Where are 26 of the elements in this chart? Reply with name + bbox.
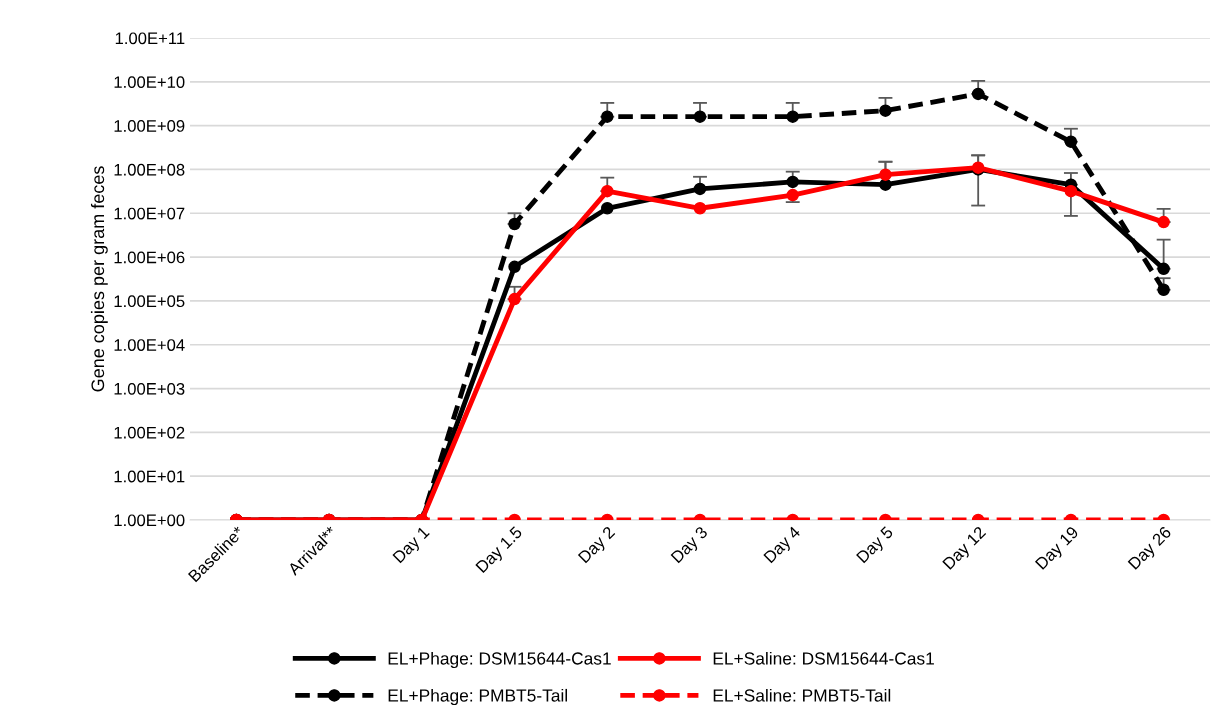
- y-tick-label: 1.00E+06: [114, 251, 185, 264]
- y-tick-label: 1.00E+05: [114, 295, 185, 308]
- y-axis-title: Gene copies per gram feces: [90, 166, 108, 392]
- x-tick-label: Day 1.5: [475, 525, 526, 576]
- y-tick-label: 1.00E+03: [114, 382, 185, 395]
- x-tick-label: Day 5: [856, 525, 896, 566]
- x-tick-label: Day 19: [1034, 525, 1082, 573]
- x-tick-label: Day 12: [942, 525, 989, 573]
- y-tick-label: 1.00E+07: [114, 207, 185, 220]
- legend-label: EL+Saline: PMBT5-Tail: [713, 688, 891, 702]
- x-tick-label: Day 26: [1127, 525, 1175, 573]
- x-tick-label: Day 1: [392, 525, 433, 566]
- x-tick-label: Day 2: [577, 525, 618, 566]
- legend-label: EL+Phage: PMBT5-Tail: [388, 688, 568, 706]
- y-tick-label: 1.00E+09: [114, 120, 185, 132]
- y-tick-label: 1.00E+00: [114, 514, 185, 527]
- legend-label: EL+Saline: DSM15644-Cas1: [713, 651, 934, 665]
- x-tick-label: Day 3: [670, 525, 711, 566]
- y-tick-label: 1.00E+04: [114, 339, 185, 351]
- y-tick-label: 1.00E+11: [115, 32, 185, 45]
- y-tick-label: 1.00E+02: [114, 426, 185, 439]
- y-tick-label: 1.00E+01: [114, 470, 185, 483]
- y-tick-label: 1.00E+10: [114, 76, 185, 89]
- legend-label: EL+Phage: DSM15644-Cas1: [388, 651, 611, 669]
- x-tick-label: Day 4: [763, 525, 804, 566]
- y-tick-label: 1.00E+08: [114, 163, 185, 176]
